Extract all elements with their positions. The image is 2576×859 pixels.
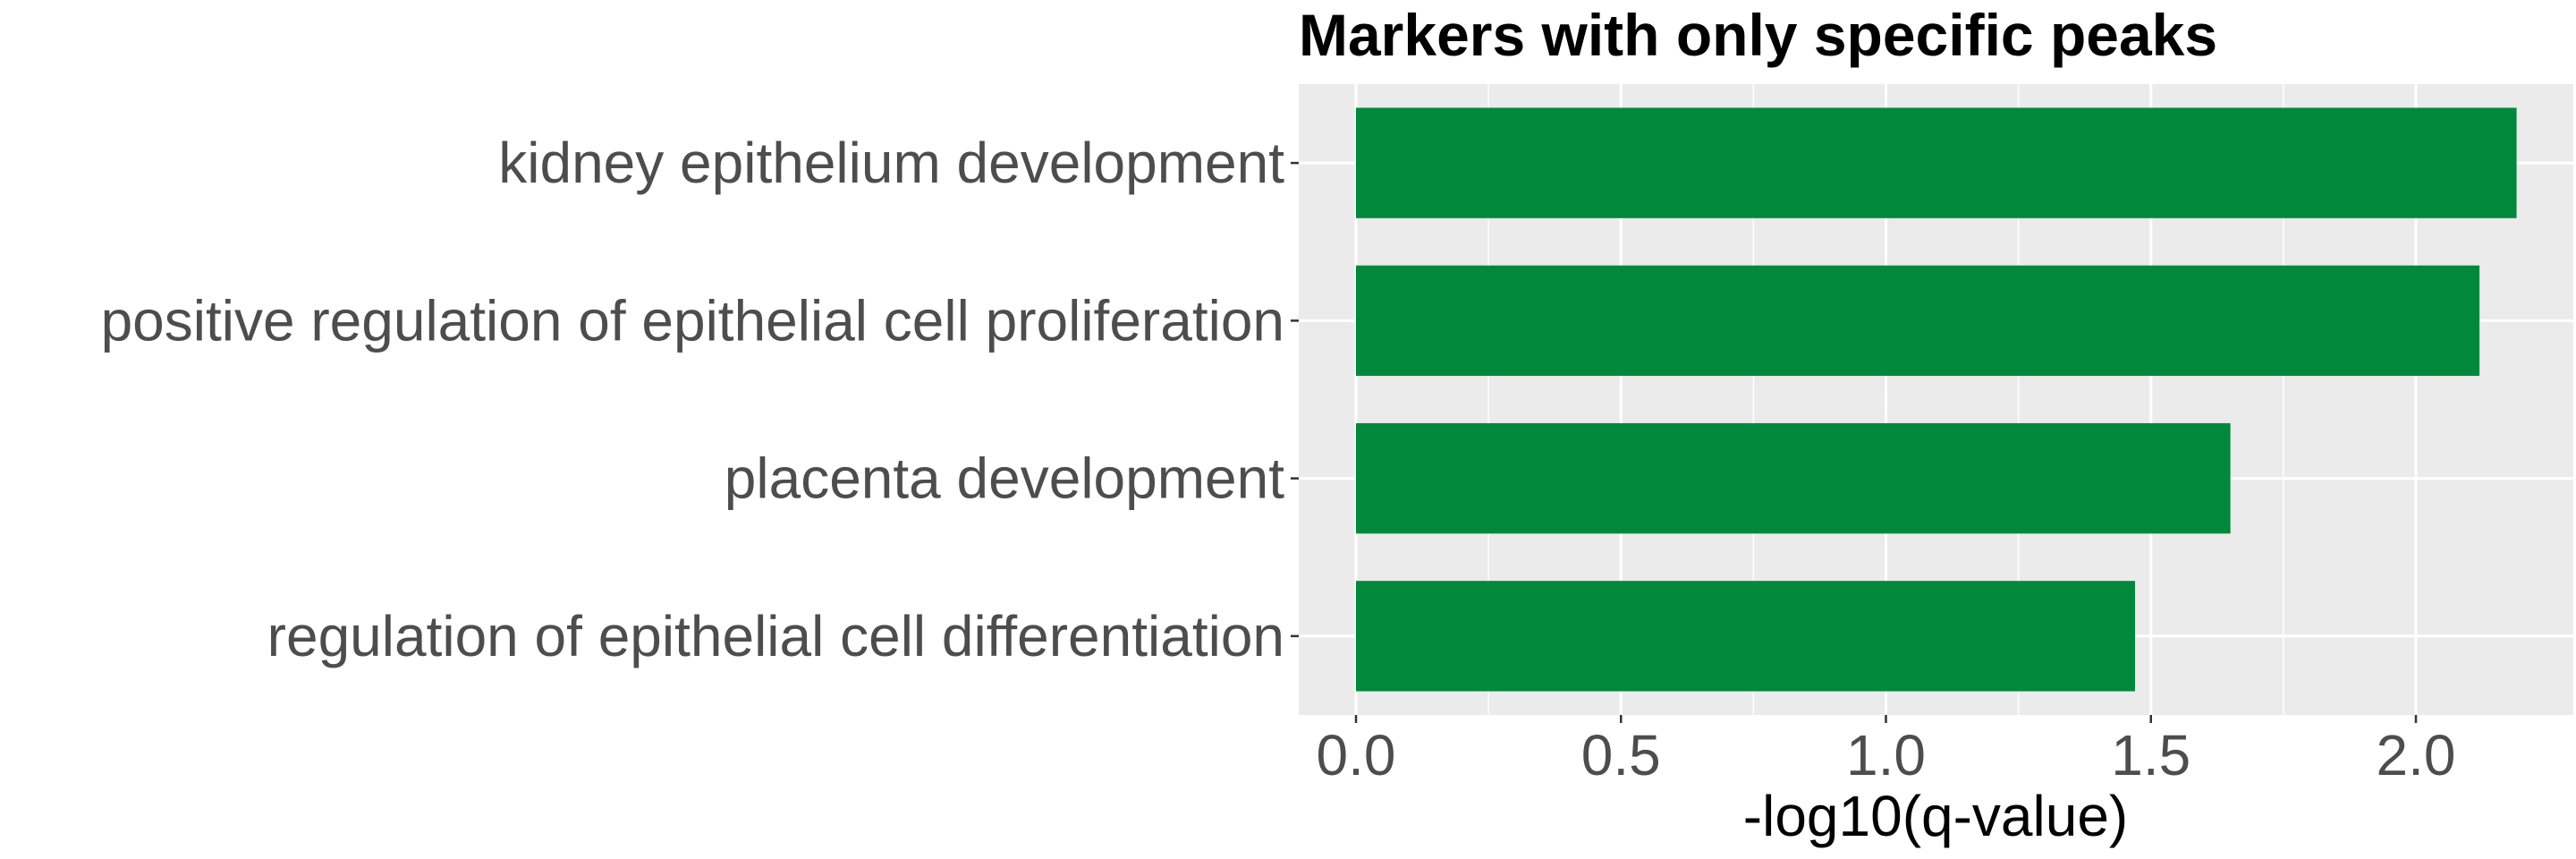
x-tick-label: 0.5 [1581,723,1661,787]
bar [1356,107,2517,218]
y-axis: kidney epithelium development positive re… [101,131,1299,668]
category-label: placenta development [724,447,1284,511]
x-tick-label: 0.0 [1317,723,1396,787]
chart-title: Markers with only specific peaks [1299,2,2217,68]
bar [1356,581,2135,692]
bars [1356,107,2517,692]
x-tick-label: 1.0 [1846,723,1926,787]
x-axis: 0.0 0.5 1.0 1.5 2.0 [1317,715,2456,787]
x-axis-title: -log10(q-value) [1743,784,2128,848]
bar [1356,265,2480,377]
category-label: kidney epithelium development [498,131,1284,195]
category-label: positive regulation of epithelial cell p… [101,288,1284,353]
bar [1356,422,2231,534]
x-tick-label: 2.0 [2377,723,2456,787]
category-label: regulation of epithelial cell differenti… [267,604,1284,668]
x-tick-label: 1.5 [2111,723,2190,787]
